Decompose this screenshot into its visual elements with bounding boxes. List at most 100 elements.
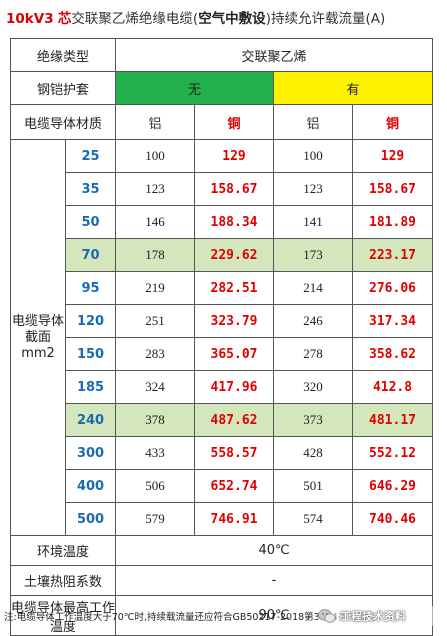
footnote: 注:电缆导体工作温度大于70℃时,持续载流量还应符合GB50217-2018第3… bbox=[4, 612, 376, 623]
cu-none-value: 417.96 bbox=[194, 370, 275, 404]
al-none-value: 178 bbox=[115, 238, 196, 272]
al-none-value: 579 bbox=[115, 502, 196, 536]
cu-yes-value: 358.62 bbox=[352, 337, 434, 371]
al-none-value: 283 bbox=[115, 337, 196, 371]
al-none-value: 433 bbox=[115, 436, 196, 470]
table-row: 95 219 282.51 214 276.06 bbox=[11, 271, 434, 305]
insulation-value: 交联聚乙烯 bbox=[115, 38, 434, 72]
cu-yes-value: 223.17 bbox=[352, 238, 434, 272]
watermark: 工程技术资料 bbox=[318, 606, 443, 626]
cu-none-value: 129 bbox=[194, 139, 275, 173]
cu-none-value: 365.07 bbox=[194, 337, 275, 371]
table-row: 300 433 558.57 428 552.12 bbox=[11, 436, 434, 470]
cu-yes-value: 552.12 bbox=[352, 436, 434, 470]
size-cell: 70 bbox=[64, 238, 117, 272]
al-none-value: 146 bbox=[115, 205, 196, 239]
title-voltage: 10kV3 bbox=[6, 11, 54, 27]
al-yes-value: 428 bbox=[273, 436, 354, 470]
al-yes-value: 123 bbox=[273, 172, 354, 206]
al-none-value: 251 bbox=[115, 304, 196, 338]
table-row: 35 123 158.67 123 158.67 bbox=[11, 172, 434, 206]
cu-yes-value: 317.34 bbox=[352, 304, 434, 338]
size-cell: 35 bbox=[64, 172, 117, 206]
material-al-yes: 铝 bbox=[273, 104, 354, 140]
table-row: 500 579 746.91 574 740.46 bbox=[11, 502, 434, 536]
title-main: 交联聚乙烯绝缘电缆 bbox=[71, 11, 193, 27]
size-cell: 25 bbox=[64, 139, 117, 173]
title-paren-close: ) bbox=[265, 11, 271, 27]
cu-none-value: 487.62 bbox=[194, 403, 275, 437]
cu-none-value: 323.79 bbox=[194, 304, 275, 338]
material-row: 电缆导体材质 铝 铜 铝 铜 bbox=[9, 104, 434, 140]
armor-yes-cell: 有 bbox=[273, 71, 434, 105]
cu-none-value: 558.57 bbox=[194, 436, 275, 470]
watermark-text: 工程技术资料 bbox=[340, 610, 406, 623]
section-label: 电缆导体截面mm2 bbox=[10, 139, 66, 536]
al-yes-value: 214 bbox=[273, 271, 354, 305]
cu-yes-value: 412.8 bbox=[352, 370, 434, 404]
title-core: 芯 bbox=[57, 11, 72, 27]
cu-yes-value: 276.06 bbox=[352, 271, 434, 305]
size-cell: 150 bbox=[64, 337, 117, 371]
al-yes-value: 141 bbox=[273, 205, 354, 239]
al-yes-value: 501 bbox=[273, 469, 354, 503]
ampacity-table: 绝缘类型 交联聚乙烯 钢铠护套 无 有 电缆导体材质 铝 铜 铝 铜 电缆导体截… bbox=[9, 38, 434, 636]
size-cell: 400 bbox=[64, 469, 117, 503]
table-row: 400 506 652.74 501 646.29 bbox=[11, 469, 434, 503]
al-none-value: 100 bbox=[115, 139, 196, 173]
al-yes-value: 246 bbox=[273, 304, 354, 338]
size-cell: 300 bbox=[64, 436, 117, 470]
al-yes-value: 320 bbox=[273, 370, 354, 404]
max-conductor-temp-label: 电缆导体最高工作温度 bbox=[9, 595, 117, 636]
ambient-temp-value: 40℃ bbox=[115, 535, 434, 566]
al-yes-value: 100 bbox=[273, 139, 354, 173]
cu-yes-value: 646.29 bbox=[352, 469, 434, 503]
material-al-none: 铝 bbox=[115, 104, 196, 140]
cu-none-value: 746.91 bbox=[194, 502, 275, 536]
insulation-row: 绝缘类型 交联聚乙烯 bbox=[9, 38, 434, 72]
al-none-value: 219 bbox=[115, 271, 196, 305]
al-none-value: 506 bbox=[115, 469, 196, 503]
cu-none-value: 282.51 bbox=[194, 271, 275, 305]
title-paren-open: ( bbox=[192, 11, 199, 27]
cu-none-value: 158.67 bbox=[194, 172, 275, 206]
size-cell: 95 bbox=[64, 271, 117, 305]
size-cell: 120 bbox=[64, 304, 117, 338]
material-cu-none: 铜 bbox=[194, 104, 275, 140]
insulation-label: 绝缘类型 bbox=[9, 38, 117, 72]
table-row: 240 378 487.62 373 481.17 bbox=[11, 403, 434, 437]
cu-none-value: 652.74 bbox=[194, 469, 275, 503]
ambient-temp-label: 环境温度 bbox=[9, 535, 117, 566]
size-cell: 185 bbox=[64, 370, 117, 404]
armor-label: 钢铠护套 bbox=[9, 71, 117, 105]
size-cell: 500 bbox=[64, 502, 117, 536]
al-yes-value: 373 bbox=[273, 403, 354, 437]
al-yes-value: 173 bbox=[273, 238, 354, 272]
armor-row: 钢铠护套 无 有 bbox=[9, 71, 434, 105]
title-suffix: 持续允许载流量(A) bbox=[270, 11, 386, 27]
size-cell: 240 bbox=[64, 403, 117, 437]
wechat-icon bbox=[318, 608, 336, 623]
cu-yes-value: 181.89 bbox=[352, 205, 434, 239]
table-row: 185 324 417.96 320 412.8 bbox=[11, 370, 434, 404]
soil-resistivity-label: 土壤热阻系数 bbox=[9, 565, 117, 596]
cu-none-value: 188.34 bbox=[194, 205, 275, 239]
soil-resistivity-value: - bbox=[115, 565, 434, 596]
size-cell: 50 bbox=[64, 205, 117, 239]
al-none-value: 123 bbox=[115, 172, 196, 206]
soil-resistivity-row: 土壤热阻系数 - bbox=[9, 565, 434, 596]
table-row: 120 251 323.79 246 317.34 bbox=[11, 304, 434, 338]
table-row: 70 178 229.62 173 223.17 bbox=[11, 238, 434, 272]
title-install: 空气中敷设 bbox=[198, 11, 266, 27]
material-cu-yes: 铜 bbox=[352, 104, 434, 140]
cu-yes-value: 129 bbox=[352, 139, 434, 173]
ambient-temp-row: 环境温度 40℃ bbox=[9, 535, 434, 566]
armor-none-cell: 无 bbox=[115, 71, 275, 105]
cu-none-value: 229.62 bbox=[194, 238, 275, 272]
cu-yes-value: 740.46 bbox=[352, 502, 434, 536]
cu-yes-value: 481.17 bbox=[352, 403, 434, 437]
cu-yes-value: 158.67 bbox=[352, 172, 434, 206]
table-row: 50 146 188.34 141 181.89 bbox=[11, 205, 434, 239]
al-yes-value: 278 bbox=[273, 337, 354, 371]
table-row: 150 283 365.07 278 358.62 bbox=[11, 337, 434, 371]
